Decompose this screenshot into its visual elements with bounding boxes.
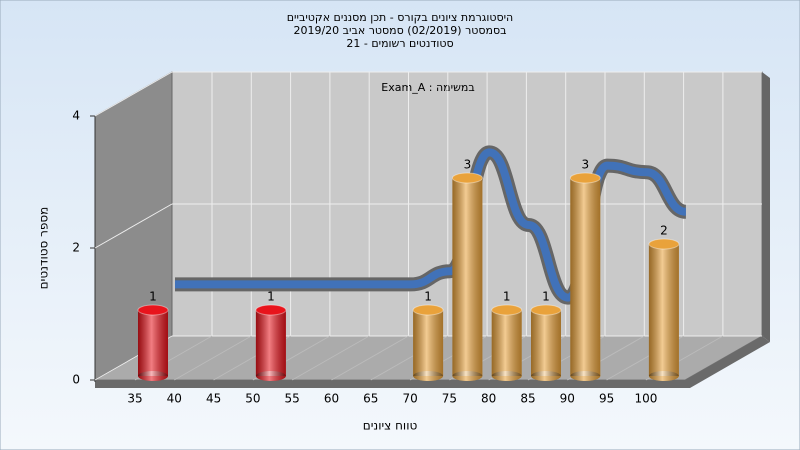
- grid-line: [94, 71, 173, 117]
- bar-shade: [491, 371, 522, 381]
- bar-top: [137, 304, 169, 316]
- grid-line: [331, 335, 409, 381]
- bar-shade: [531, 310, 561, 376]
- y-axis-label: מספר סטודנטים: [37, 207, 51, 290]
- x-tick-label: 100: [634, 392, 657, 406]
- x-tick-label: 50: [245, 392, 260, 406]
- bar-top: [451, 172, 483, 184]
- bar-top: [569, 172, 601, 184]
- bar-shade: [491, 310, 522, 376]
- bar-top: [255, 304, 287, 316]
- bar-shade: [570, 371, 601, 381]
- wall-edge: [762, 72, 770, 342]
- bar-shade: [255, 371, 286, 381]
- chart-title: היסטוגרמת ציונים בקורס - תכן מסננים אקטי…: [287, 11, 514, 24]
- bar-shade: [531, 371, 561, 381]
- x-axis-label: טווח ציונים: [363, 419, 418, 433]
- x-tick-label: 90: [560, 392, 575, 406]
- x-tick-label: 55: [285, 392, 300, 406]
- bar-top: [412, 304, 444, 316]
- data-label: 1: [149, 290, 157, 304]
- bar-shade: [255, 310, 286, 376]
- y-tick-label: 0: [72, 373, 80, 387]
- y-tick-label: 2: [72, 241, 80, 255]
- bar-shade: [413, 371, 444, 381]
- x-tick-label: 95: [599, 392, 614, 406]
- bar-shade: [570, 178, 601, 376]
- chart-title: בסמסטר (02/2019) סמסטר אביב 2019/20: [293, 24, 506, 37]
- data-label: 2: [660, 224, 668, 238]
- bar-top: [648, 238, 680, 250]
- x-tick-label: 45: [206, 392, 221, 406]
- data-label: 1: [424, 290, 432, 304]
- x-tick-label: 60: [324, 392, 339, 406]
- x-tick-label: 70: [402, 392, 417, 406]
- x-tick-label: 65: [363, 392, 378, 406]
- chart-title: סטודנטים רשומים - 21: [346, 37, 453, 50]
- data-label: 3: [464, 158, 472, 172]
- annotation: במשימה : Exam_A: [381, 81, 474, 94]
- data-label: 1: [503, 290, 511, 304]
- bar-shade: [413, 310, 444, 376]
- bar-shade: [452, 178, 483, 376]
- bar-shade: [648, 371, 679, 381]
- data-label: 3: [581, 158, 589, 172]
- data-label: 1: [267, 290, 275, 304]
- bar-shade: [138, 371, 168, 381]
- grid-line: [291, 335, 370, 381]
- bar-shade: [452, 371, 483, 381]
- grid-line: [174, 335, 252, 381]
- bar-shade: [138, 310, 168, 376]
- x-tick-label: 80: [481, 392, 496, 406]
- x-tick-label: 35: [127, 392, 142, 406]
- grid-line: [94, 203, 173, 249]
- y-tick-label: 4: [72, 109, 80, 123]
- bar-shade: [648, 244, 679, 376]
- bar-top: [491, 304, 523, 316]
- x-tick-label: 85: [520, 392, 535, 406]
- x-tick-label: 75: [442, 392, 457, 406]
- data-label: 1: [542, 290, 550, 304]
- x-tick-label: 40: [167, 392, 182, 406]
- floor-edge: [95, 336, 770, 388]
- bar-top: [530, 304, 562, 316]
